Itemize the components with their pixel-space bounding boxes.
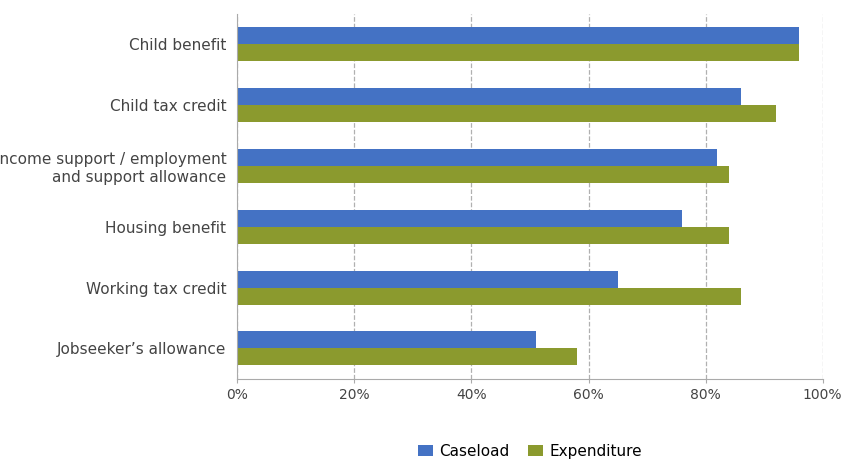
Bar: [237, 287, 740, 304]
Bar: [237, 149, 717, 166]
Bar: [237, 166, 729, 183]
Bar: [237, 348, 577, 365]
Bar: [237, 27, 799, 44]
Bar: [237, 44, 799, 61]
Bar: [237, 210, 682, 227]
Bar: [237, 271, 617, 287]
Bar: [237, 331, 536, 348]
Bar: [237, 227, 729, 244]
Bar: [237, 105, 776, 122]
Bar: [237, 88, 740, 105]
Legend: Caseload, Expenditure: Caseload, Expenditure: [412, 438, 648, 462]
